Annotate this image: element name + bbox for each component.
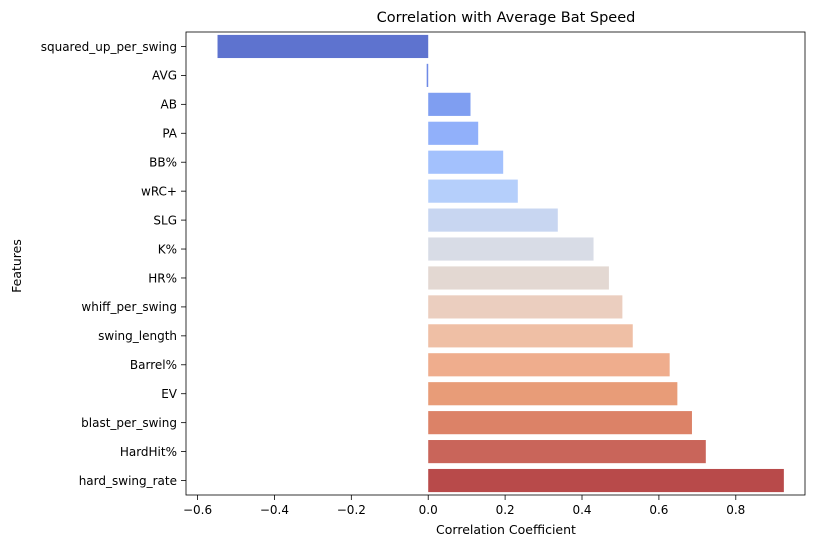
bars-layer <box>217 34 784 493</box>
y-tick-label: whiff_per_swing <box>81 300 177 314</box>
y-axis-label: Features <box>9 239 24 293</box>
x-tick-label: 0.8 <box>726 503 745 517</box>
bar <box>428 468 784 493</box>
x-tick-label: 0.0 <box>419 503 438 517</box>
y-tick-label: wRC+ <box>141 184 177 198</box>
bar <box>428 411 692 435</box>
bar <box>428 237 594 261</box>
bar <box>426 63 429 87</box>
plot-frame <box>185 31 806 496</box>
y-tick-label: AB <box>161 98 177 112</box>
x-axis-label: Correlation Coefficient <box>436 522 576 537</box>
y-tick-label: HardHit% <box>120 445 177 459</box>
y-tick-label: Barrel% <box>130 358 177 372</box>
y-tick-label: AVG <box>152 69 177 83</box>
y-tick-label: K% <box>158 242 177 256</box>
bar <box>428 382 678 406</box>
axes-layer: squared_up_per_swing AVG AB PA BB% wRC+ SLG K% H… <box>41 31 806 517</box>
chart-title: Correlation with Average Bat Speed <box>377 10 636 26</box>
bar <box>428 208 558 232</box>
bar <box>428 324 633 348</box>
x-tick-label: −0.2 <box>337 503 366 517</box>
bar <box>428 150 504 174</box>
y-tick-label: BB% <box>149 156 177 170</box>
y-tick-label: PA <box>162 127 177 141</box>
y-tick-label: blast_per_swing <box>81 416 177 430</box>
x-tick-label: −0.4 <box>260 503 289 517</box>
x-tick-label: 0.2 <box>496 503 515 517</box>
bar <box>217 34 429 59</box>
y-tick-label: swing_length <box>98 329 177 343</box>
bar <box>428 353 670 377</box>
y-tick-label: SLG <box>153 213 177 227</box>
bar <box>428 295 623 319</box>
bar <box>428 266 609 290</box>
y-tick-label: HR% <box>148 271 177 285</box>
x-tick-label: 0.6 <box>649 503 668 517</box>
bar <box>428 179 518 203</box>
x-tick-label: 0.4 <box>572 503 591 517</box>
y-tick-label: hard_swing_rate <box>79 474 177 488</box>
bar <box>428 92 471 116</box>
bar <box>428 440 706 464</box>
y-tick-label: squared_up_per_swing <box>41 40 177 54</box>
y-tick-label: EV <box>161 387 178 401</box>
bar <box>428 121 479 145</box>
x-tick-label: −0.6 <box>183 503 212 517</box>
